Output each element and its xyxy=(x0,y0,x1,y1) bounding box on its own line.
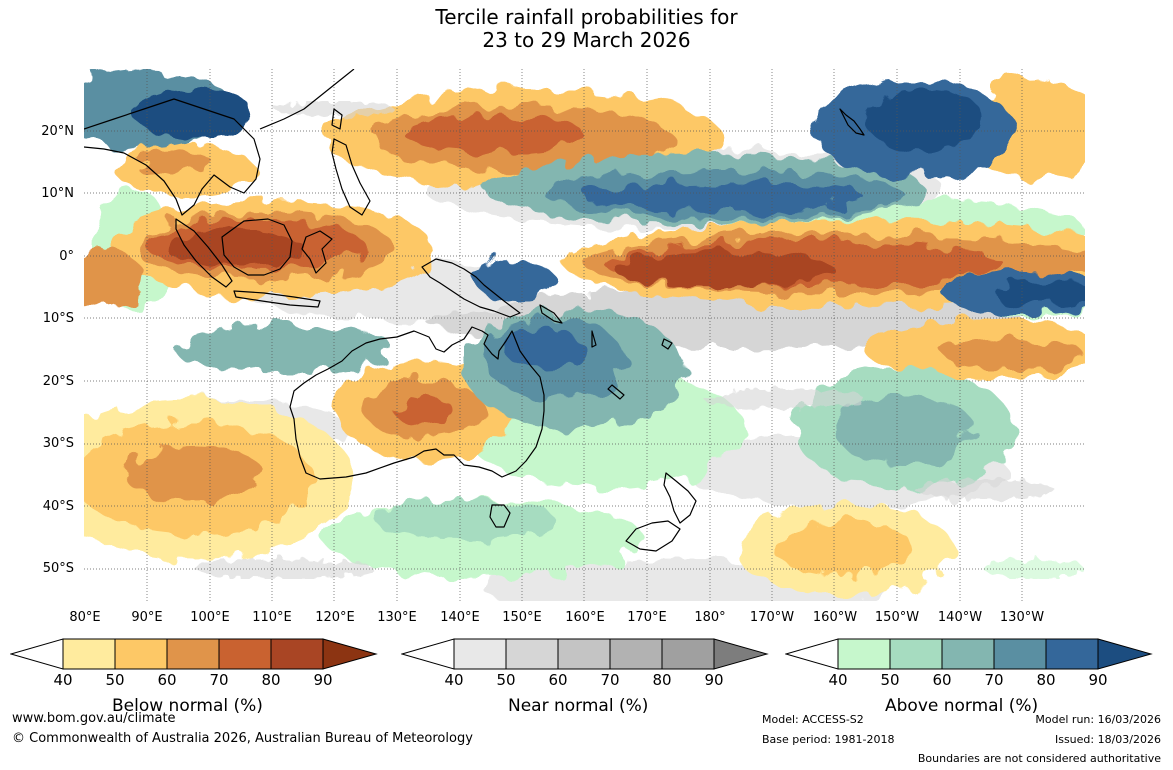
sulawesi-coastline xyxy=(301,230,333,274)
lon-label-170w: 170°W xyxy=(749,610,795,625)
below-tick-80: 80 xyxy=(261,671,281,689)
base-period: Base period: 1981-2018 xyxy=(762,733,895,746)
near-colorbar-over xyxy=(713,638,769,670)
borneo-coastline xyxy=(221,218,293,276)
new-guinea-coastline xyxy=(421,258,521,318)
below-tick-50: 50 xyxy=(105,671,125,689)
below-colorbar-under xyxy=(10,638,64,670)
australia-coastline xyxy=(289,326,545,480)
near-tick-40: 40 xyxy=(444,671,464,689)
lon-label-80e: 80°E xyxy=(69,610,101,625)
above-colorbar-80-90 xyxy=(1045,638,1099,670)
above-tick-70: 70 xyxy=(984,671,1004,689)
near-colorbar-80-90 xyxy=(661,638,715,670)
above-colorbar-60-70 xyxy=(941,638,995,670)
below-tick-60: 60 xyxy=(157,671,177,689)
above-tick-60: 60 xyxy=(932,671,952,689)
lat-label-20s: 20°S xyxy=(42,374,74,389)
below-colorbar-over xyxy=(322,638,378,670)
map-title-line2: 23 to 29 March 2026 xyxy=(482,28,691,52)
below-tick-40: 40 xyxy=(53,671,73,689)
rainfall-probability-map xyxy=(84,69,1085,601)
above-normal-colorbar xyxy=(785,638,1153,670)
lat-label-20n: 20°N xyxy=(41,124,74,139)
solomon-islands xyxy=(539,304,563,324)
lat-label-10s: 10°S xyxy=(42,311,74,326)
below-colorbar-40-50 xyxy=(62,638,116,670)
above-colorbar-40-50 xyxy=(837,638,891,670)
tasmania-coastline xyxy=(489,504,511,528)
below-tick-90: 90 xyxy=(313,671,333,689)
above-colorbar-50-60 xyxy=(889,638,943,670)
lon-label-180: 180° xyxy=(694,610,726,625)
above-tick-40: 40 xyxy=(828,671,848,689)
below-colorbar-60-70 xyxy=(166,638,220,670)
lon-label-120e: 120°E xyxy=(315,610,355,625)
lat-label-equator: 0° xyxy=(59,249,74,264)
above-tick-90: 90 xyxy=(1088,671,1108,689)
below-colorbar-50-60 xyxy=(114,638,168,670)
lon-label-100e: 100°E xyxy=(190,610,230,625)
near-colorbar-70-80 xyxy=(609,638,663,670)
boundaries-disclaimer: Boundaries are not considered authoritat… xyxy=(917,752,1161,765)
new-zealand-north-island xyxy=(663,472,697,524)
fiji-islands xyxy=(661,338,673,350)
near-colorbar-under xyxy=(401,638,455,670)
lon-label-160w: 160°W xyxy=(812,610,858,625)
lon-label-140w: 140°W xyxy=(937,610,983,625)
model-run-date: Model run: 16/03/2026 xyxy=(1035,713,1161,726)
hawaii-islands xyxy=(839,108,865,136)
lat-label-50s: 50°S xyxy=(42,561,74,576)
website-link[interactable]: www.bom.gov.au/climate xyxy=(12,711,176,726)
near-tick-90: 90 xyxy=(704,671,724,689)
philippines-coastline xyxy=(331,138,371,216)
china-coastline xyxy=(259,69,355,130)
new-zealand-south-island xyxy=(625,520,681,552)
near-normal-colorbar xyxy=(401,638,769,670)
lon-label-90e: 90°E xyxy=(131,610,163,625)
issued-date: Issued: 18/03/2026 xyxy=(1054,733,1161,746)
above-tick-50: 50 xyxy=(880,671,900,689)
new-caledonia xyxy=(607,384,625,400)
below-normal-legend-title: Below normal (%) xyxy=(112,696,263,716)
lon-label-140e: 140°E xyxy=(440,610,480,625)
lat-label-10n: 10°N xyxy=(41,186,74,201)
near-colorbar-60-70 xyxy=(557,638,611,670)
below-normal-colorbar xyxy=(10,638,378,670)
java-coastline xyxy=(233,290,321,308)
lon-label-150w: 150°W xyxy=(874,610,920,625)
vanuatu-islands xyxy=(591,330,597,348)
taiwan-coastline xyxy=(331,108,343,130)
above-normal-legend-title: Above normal (%) xyxy=(885,696,1039,716)
near-tick-80: 80 xyxy=(652,671,672,689)
near-colorbar-50-60 xyxy=(505,638,559,670)
above-tick-80: 80 xyxy=(1036,671,1056,689)
above-colorbar-70-80 xyxy=(993,638,1047,670)
below-tick-70: 70 xyxy=(209,671,229,689)
lat-label-30s: 30°S xyxy=(42,436,74,451)
lat-label-40s: 40°S xyxy=(42,499,74,514)
near-normal-legend-title: Near normal (%) xyxy=(508,696,649,716)
near-tick-50: 50 xyxy=(496,671,516,689)
model-name: Model: ACCESS-S2 xyxy=(762,713,864,726)
below-colorbar-70-80 xyxy=(218,638,272,670)
lon-label-160e: 160°E xyxy=(565,610,605,625)
near-tick-60: 60 xyxy=(548,671,568,689)
sumatra-coastline xyxy=(175,218,233,288)
near-tick-70: 70 xyxy=(600,671,620,689)
above-colorbar-over xyxy=(1097,638,1153,670)
southeast-asia-coastline xyxy=(84,98,261,216)
lon-label-130w: 130°W xyxy=(999,610,1045,625)
above-colorbar-under xyxy=(785,638,839,670)
lon-label-150e: 150°E xyxy=(502,610,542,625)
map-title-line1: Tercile rainfall probabilities for xyxy=(435,5,738,29)
lon-label-110e: 110°E xyxy=(252,610,292,625)
lon-label-130e: 130°E xyxy=(377,610,417,625)
lon-label-170e: 170°E xyxy=(627,610,667,625)
near-colorbar-40-50 xyxy=(453,638,507,670)
below-colorbar-80-90 xyxy=(270,638,324,670)
copyright-notice: © Commonwealth of Australia 2026, Austra… xyxy=(12,731,473,746)
